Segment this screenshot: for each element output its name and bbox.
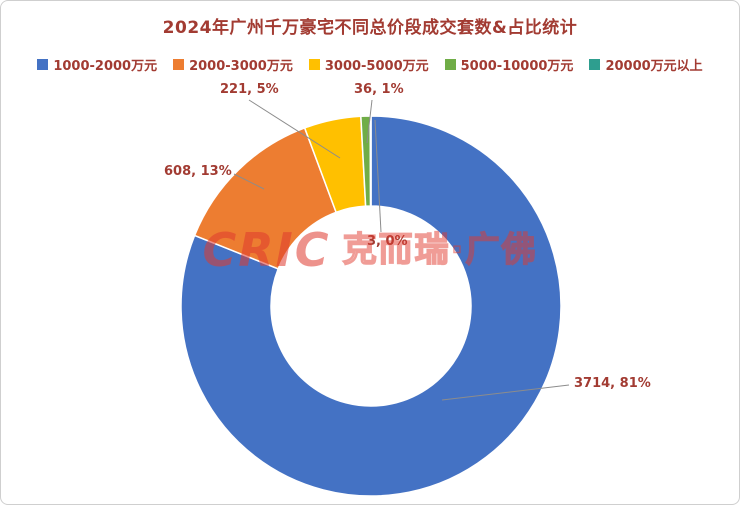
legend-label: 2000-3000万元 <box>189 59 293 74</box>
legend-marker-icon <box>308 59 320 70</box>
legend-label: 5000-10000万元 <box>460 59 574 74</box>
legend-item-1000-2000: 1000-2000万元 <box>37 55 157 74</box>
legend-label: 3000-5000万元 <box>324 59 429 74</box>
leader-line-3 <box>366 99 373 144</box>
leader-line-0 <box>441 384 570 401</box>
legend-item-2000-3000: 2000-3000万元 <box>173 55 293 74</box>
data-label-5000-10000: 36, 1% <box>354 82 404 97</box>
legend-item-5000-10000: 5000-10000万元 <box>444 55 574 74</box>
pie-slice-4 <box>369 115 372 207</box>
leader-line-4 <box>374 119 382 233</box>
legend-item-20000-plus: 20000万元以上 <box>589 55 703 74</box>
legend-marker-icon <box>444 59 456 70</box>
chart-title: 2024年广州千万豪宅不同总价段成交套数&占比统计 <box>162 18 578 38</box>
data-label-1000-2000: 3714, 81% <box>574 376 651 391</box>
leader-line-1 <box>233 173 265 190</box>
data-label-3000-5000: 221, 5% <box>220 82 279 97</box>
legend-item-3000-5000: 3000-5000万元 <box>308 55 429 74</box>
pie-slice-0 <box>180 115 562 497</box>
chart-legend: 1000-2000万元 2000-3000万元 3000-5000万元 5000… <box>1 55 739 74</box>
legend-label: 1000-2000万元 <box>53 59 158 74</box>
leader-line-2 <box>248 99 341 159</box>
legend-marker-icon <box>173 59 185 70</box>
legend-marker-icon <box>37 59 49 70</box>
legend-label: 20000万元以上 <box>605 59 703 74</box>
data-label-20000-plus: 3, 0% <box>367 234 408 249</box>
legend-marker-icon <box>589 59 601 70</box>
data-label-2000-3000: 608, 13% <box>164 164 232 179</box>
